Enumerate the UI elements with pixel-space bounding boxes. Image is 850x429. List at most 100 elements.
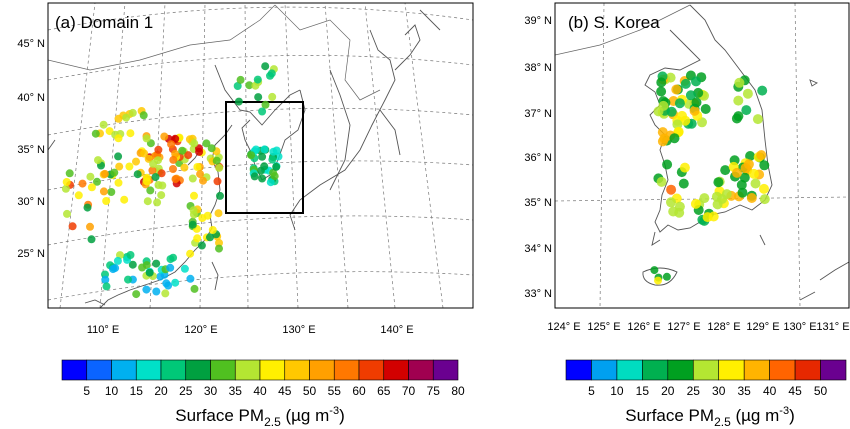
panel-a-station-dot xyxy=(87,235,96,244)
panel-a-station-dot xyxy=(269,147,278,156)
panel-a-station-dot xyxy=(140,149,149,158)
panel-b-colorbar-swatch xyxy=(692,359,720,381)
panel-a-station-dot xyxy=(146,186,155,195)
panel-b-colorbar-tick-label: 20 xyxy=(661,384,675,398)
panel-a-colorbar-tick-label: 60 xyxy=(352,384,366,398)
lon-label-120e: 120° E xyxy=(184,324,217,336)
lat-label-38n: 38° N xyxy=(524,62,552,74)
panel-a-station-dot xyxy=(268,155,277,164)
panel-b-station-dot xyxy=(674,201,685,212)
panel-a-station-dot xyxy=(258,107,267,116)
panel-a-station-dot xyxy=(253,75,262,84)
panel-a-station-dot xyxy=(100,169,109,178)
panel-b-station-dot xyxy=(759,183,769,194)
panel-a-colorbar-swatch xyxy=(259,359,286,381)
panel-b-colorbar-tick-label: 15 xyxy=(636,384,650,398)
lat-label-34n: 34° N xyxy=(524,243,552,255)
panel-a-station-dot xyxy=(145,268,154,277)
panel-b-station-dot xyxy=(732,167,742,178)
panel-a-coastlines xyxy=(48,4,441,308)
panel-b-station-dot xyxy=(666,184,677,195)
panel-a-colorbar-tick-label: 25 xyxy=(179,384,193,398)
panel-a-colorbar-swatch xyxy=(333,359,360,381)
lat-label-40n: 40° N xyxy=(17,92,45,104)
panel-a-colorbar-tick-label: 5 xyxy=(83,384,90,398)
panel-a-station-dot xyxy=(202,139,211,148)
panel-a-station-dot xyxy=(86,222,94,231)
panel-b-station-dot xyxy=(713,177,724,188)
panel-a-station-dot xyxy=(212,156,221,165)
lat-label-30n: 30° N xyxy=(17,196,45,208)
panel-b-station-dot xyxy=(739,172,750,183)
panel-a-station-dot xyxy=(236,75,245,84)
panel-a-station-dot xyxy=(161,289,170,298)
panel-a-station-dot xyxy=(102,197,111,205)
panel-a-station-dot xyxy=(166,263,175,272)
panel-b-colorbar-tick-label: 35 xyxy=(738,384,752,398)
panel-b-map: (b) S. Korea 39° N 38° N 37° N 36° N 35°… xyxy=(524,2,850,333)
panel-b-station-dot xyxy=(666,106,677,117)
panel-b-station-dot xyxy=(700,104,711,114)
panel-a-station-dot xyxy=(258,152,267,161)
panel-b-station-dot xyxy=(712,199,723,210)
panel-a-station-dot xyxy=(180,264,189,273)
panel-b-station-dot xyxy=(691,97,702,108)
panel-a-station-dot xyxy=(86,172,95,181)
panel-a-station-dot xyxy=(188,220,197,229)
panel-a-station-dot xyxy=(247,151,256,160)
lat-label-39n: 39° N xyxy=(524,15,552,27)
panel-b-station-dot xyxy=(680,78,691,89)
panel-b-station-dot xyxy=(669,133,680,144)
panel-b-coastlines xyxy=(555,4,849,301)
panel-b-station-dot xyxy=(737,187,748,198)
panel-a-station-dot xyxy=(190,139,199,148)
panel-a-station-dot xyxy=(186,274,195,283)
panel-b-station-dot xyxy=(691,76,701,87)
panel-a-station-dot xyxy=(188,174,197,183)
lon-label-110e: 110° E xyxy=(87,324,119,336)
panel-a-colorbar-swatch xyxy=(432,359,459,381)
lat-label-35n: 35° N xyxy=(524,197,552,209)
panel-a-station-dot xyxy=(171,149,180,158)
panel-a-station-dot xyxy=(267,69,276,78)
panel-b-station-dot xyxy=(666,197,676,208)
panel-a-station-dot xyxy=(65,169,74,178)
panel-a-station-dot xyxy=(87,183,96,192)
panel-a-station-dot xyxy=(125,162,134,171)
panel-a-station-dot xyxy=(199,176,207,185)
panel-b-colorbar-tick-label: 5 xyxy=(588,384,595,398)
panel-a-station-dot xyxy=(245,81,254,90)
panel-a-station-dot xyxy=(216,191,224,200)
panel-a-title: (a) Domain 1 xyxy=(55,13,153,32)
panel-a-station-dot xyxy=(167,140,176,149)
panel-a-colorbar-tick-label: 45 xyxy=(278,384,292,398)
panel-b-station-dot xyxy=(742,88,753,99)
panel-b-title: (b) S. Korea xyxy=(568,13,660,32)
panel-a-colorbar-swatch xyxy=(284,359,310,381)
panel-b-station-dot xyxy=(746,193,757,203)
panel-a-colorbar-tick-label: 10 xyxy=(105,384,119,398)
panel-b-colorbar-swatch xyxy=(718,359,745,381)
panel-a-colorbar-swatch xyxy=(309,359,335,381)
panel-a-station-dot xyxy=(208,226,217,234)
panel-a-station-dot xyxy=(184,151,193,160)
panel-a-colorbar-swatch xyxy=(135,359,162,381)
panel-a-station-dot xyxy=(63,209,71,218)
panel-b-station-dot xyxy=(671,84,682,95)
panel-b-station-dot xyxy=(659,133,670,144)
panel-a-station-dot xyxy=(154,156,162,165)
panel-a-station-dot xyxy=(157,169,166,178)
panel-a-station-dot xyxy=(169,155,178,164)
lat-label-33n: 33° N xyxy=(524,288,552,300)
lat-label-37n: 37° N xyxy=(524,108,552,120)
panel-a-station-dot xyxy=(110,168,119,177)
panel-b-colorbar-swatch xyxy=(591,359,618,381)
panel-a-colorbar-tick-label: 75 xyxy=(427,384,441,398)
panel-b-station-dot xyxy=(656,86,667,97)
panel-a-station-dot xyxy=(107,188,116,196)
panel-a-station-dot xyxy=(196,170,205,179)
panel-b-graticule xyxy=(555,3,849,308)
panel-b-station-dot xyxy=(678,178,689,189)
panel-a-colorbar-swatch xyxy=(408,359,434,381)
panel-b-station-dot xyxy=(650,266,659,275)
